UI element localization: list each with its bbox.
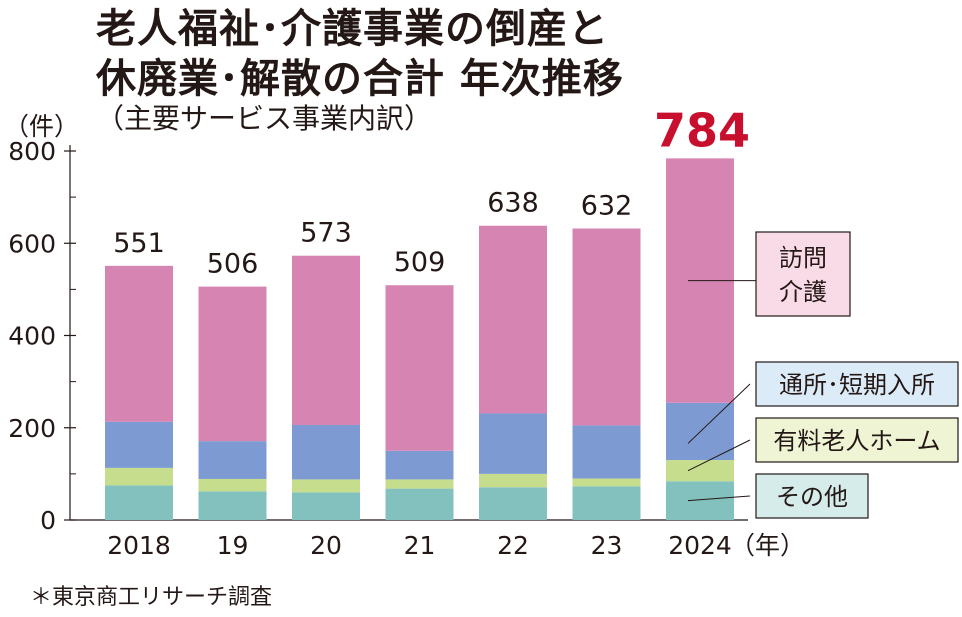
legend-label: その他 — [776, 483, 848, 511]
bar-segment — [572, 425, 641, 479]
bar-segment — [292, 492, 360, 520]
y-tick-label: 400 — [8, 322, 56, 351]
bar-segment — [105, 265, 173, 422]
legend-leader-line — [687, 383, 751, 444]
y-tick-label: 200 — [8, 414, 56, 443]
legend-label: 有料老人ホーム — [773, 427, 940, 455]
title-line-2: 休廃業･解散の合計 年次推移 — [96, 56, 624, 102]
bar-segment — [105, 485, 173, 520]
total-label: 551 — [113, 228, 165, 259]
bar-segment — [198, 478, 267, 492]
y-tick-label: 0 — [40, 506, 56, 535]
x-tick-label: 19 — [217, 531, 249, 560]
bar-segment — [666, 481, 734, 520]
x-tick-label: 22 — [497, 531, 529, 560]
y-tick-label: 600 — [8, 229, 56, 258]
legend-leader-line — [687, 495, 751, 502]
bar-segment — [666, 460, 734, 482]
total-label: 632 — [581, 190, 633, 221]
bar-segment — [198, 441, 267, 479]
source-note: ＊東京商工リサーチ調査 — [30, 585, 273, 610]
y-tick-label: 800 — [8, 137, 56, 166]
bar-segment — [292, 479, 360, 493]
bar-segment — [198, 286, 267, 442]
title-line-1: 老人福祉･介護事業の倒産と — [96, 6, 609, 52]
total-label: 509 — [394, 247, 446, 278]
x-tick-label: 2018 — [107, 531, 171, 560]
bar-segment — [572, 228, 641, 426]
total-label: 573 — [300, 218, 352, 249]
bar-segment — [292, 424, 360, 480]
legend-label: 介護 — [779, 278, 827, 306]
x-tick-label: 21 — [404, 531, 436, 560]
chart-title: 老人福祉･介護事業の倒産と 休廃業･解散の合計 年次推移 — [96, 4, 624, 104]
bar-segment — [385, 488, 454, 520]
legend-label: 通所･短期入所 — [779, 371, 935, 399]
bar-segment — [105, 467, 173, 486]
bar-segment — [479, 473, 547, 488]
bar-segment — [385, 285, 454, 451]
legend-box — [755, 473, 869, 519]
total-label: 506 — [207, 249, 259, 280]
total-label: 638 — [487, 188, 539, 219]
x-tick-label: 20 — [310, 531, 342, 560]
legend-box — [755, 231, 851, 317]
x-tick-label: 2024 — [668, 531, 732, 560]
bar-segment — [572, 486, 641, 520]
bar-segment — [479, 487, 547, 520]
y-axis-unit: （件） — [4, 112, 79, 141]
bar-segment — [572, 478, 641, 487]
bar-segment — [105, 421, 173, 468]
x-axis-unit: （年） — [730, 531, 805, 560]
bar-segment — [385, 450, 454, 480]
bar-segment — [479, 413, 547, 474]
x-tick-label: 23 — [591, 531, 623, 560]
legend-box — [755, 417, 959, 463]
bar-segment — [198, 491, 267, 520]
bar-segment — [292, 255, 360, 425]
total-label-highlight: 784 — [654, 103, 750, 157]
chart-subtitle: （主要サービス事業内訳） — [96, 102, 433, 135]
bar-segment — [479, 225, 547, 414]
bar-segment — [385, 479, 454, 489]
legend-box — [755, 361, 959, 407]
legend-leader-line — [687, 439, 751, 472]
legend-label: 訪問 — [779, 244, 827, 272]
